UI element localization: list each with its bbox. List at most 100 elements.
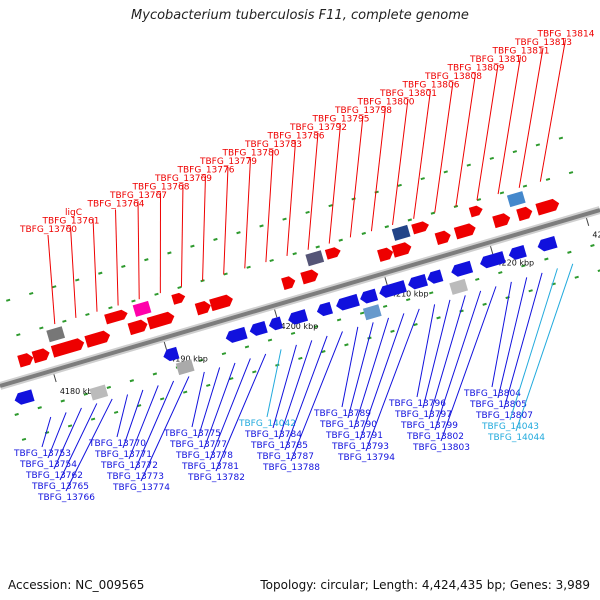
gene-label-bottom: TBFG_13793 xyxy=(331,442,389,452)
track-dot-3 xyxy=(466,163,471,167)
callout-line-top xyxy=(180,183,184,287)
gene-label-top: TBFG_13801 xyxy=(379,89,437,99)
feature-block-7 xyxy=(449,278,469,295)
tick-label: 4200 kbp xyxy=(281,322,319,331)
gene-label-bottom: TBFG_13777 xyxy=(169,440,227,450)
gene-label-bottom: TBFG_13771 xyxy=(94,450,152,460)
callout-line-bottom xyxy=(353,317,390,430)
track-dot-3 xyxy=(420,177,425,181)
callout-line-top xyxy=(286,141,296,256)
callout-line-bottom xyxy=(497,277,528,399)
track-dot-1 xyxy=(313,325,319,329)
track-dot-3 xyxy=(397,183,402,187)
gene-label-bottom: TBFG_13773 xyxy=(106,472,164,482)
track-dot-1 xyxy=(14,412,19,416)
callout-line-top xyxy=(539,39,566,182)
gene-label-top: TBFG_13795 xyxy=(312,115,370,125)
callout-line-bottom xyxy=(359,313,405,441)
forward-gene-11 xyxy=(391,242,412,258)
tick-mark xyxy=(490,246,494,255)
feature-block-1 xyxy=(89,384,109,401)
gene-label-top: TBFG_13810 xyxy=(469,55,527,65)
track-dot-2 xyxy=(246,265,251,269)
track-dot-0 xyxy=(206,383,211,387)
callout-line-top xyxy=(307,132,319,250)
track-dot-3 xyxy=(305,210,310,214)
gene-label-bottom: TBFG_13770 xyxy=(88,439,146,449)
reverse-gene-9 xyxy=(379,280,407,298)
track-dot-2 xyxy=(39,326,44,330)
callout-line-bottom xyxy=(203,362,236,450)
track-dot-2 xyxy=(131,299,136,303)
gene-label-top: TBFG_13780 xyxy=(222,149,280,159)
gene-label-top: TBFG_13809 xyxy=(447,64,505,74)
callout-line-bottom xyxy=(41,416,52,448)
gene-label-bottom: TBFG_13791 xyxy=(325,431,383,441)
track-dot-0 xyxy=(183,390,188,394)
callout-line-bottom xyxy=(140,376,190,482)
track-dot-0 xyxy=(159,397,165,401)
reverse-gene-0 xyxy=(14,389,35,405)
gene-label-bottom: TBFG_13796 xyxy=(388,399,446,409)
callout-line-bottom xyxy=(266,349,282,418)
callout-line-bottom xyxy=(434,290,482,431)
track-dot-0 xyxy=(229,377,234,381)
callout-line-bottom xyxy=(278,340,313,440)
callout-line-bottom xyxy=(440,286,497,442)
track-dot-0 xyxy=(321,350,326,354)
gene-label-bottom: TBFG_14042 xyxy=(238,419,296,429)
track-dot-3 xyxy=(512,150,518,154)
gene-label-bottom: TBFG_13775 xyxy=(163,429,221,439)
track-dot-2 xyxy=(223,272,228,276)
forward-gene-upper-0 xyxy=(104,309,128,325)
forward-gene-9 xyxy=(300,269,319,285)
track-dot-1 xyxy=(544,257,549,261)
track-dot-2 xyxy=(568,171,574,175)
gene-label-bottom: TBFG_13785 xyxy=(250,441,308,451)
forward-gene-10 xyxy=(377,247,394,262)
feature-block-2 xyxy=(132,300,152,317)
track-dot-2 xyxy=(384,225,389,229)
gene-label-top: TBFG_13761 xyxy=(42,217,100,227)
callout-line-top xyxy=(434,81,454,213)
gene-label-bottom: TBFG_13766 xyxy=(37,493,95,503)
accession-text: Accession: NC_009565 xyxy=(8,578,145,592)
tick-label: 4210 kbp xyxy=(391,290,429,299)
track-dot-3 xyxy=(75,278,80,282)
reverse-gene-8 xyxy=(360,288,379,304)
forward-gene-13 xyxy=(453,223,476,240)
reverse-gene-15 xyxy=(537,235,558,252)
callout-line-bottom xyxy=(341,326,359,408)
track-dot-1 xyxy=(567,250,572,254)
track-dot-2 xyxy=(62,319,67,323)
gene-label-top: TBFG_13813 xyxy=(514,38,572,48)
track-dot-2 xyxy=(154,292,159,296)
tick-mark xyxy=(384,277,388,286)
track-dot-2 xyxy=(269,258,274,262)
callout-line-top xyxy=(455,73,476,207)
track-dot-0 xyxy=(113,410,119,414)
genome-title: Mycobacterium tuberculosis F11, complete… xyxy=(131,8,469,23)
track-dot-0 xyxy=(413,323,418,327)
track-dot-1 xyxy=(60,399,65,403)
track-dot-3 xyxy=(351,197,356,201)
track-dot-1 xyxy=(405,298,411,302)
track-dot-3 xyxy=(282,217,287,221)
callout-line-bottom xyxy=(272,344,297,429)
track-dot-1 xyxy=(475,277,480,281)
reverse-gene-3 xyxy=(249,320,268,336)
reverse-gene-1 xyxy=(163,346,180,362)
forward-gene-4 xyxy=(127,319,148,336)
gene-label-bottom: TBFG_14044 xyxy=(487,433,545,443)
tick-mark xyxy=(274,309,278,318)
feature-block-6 xyxy=(391,224,411,241)
track-dot-2 xyxy=(407,218,413,222)
track-dot-3 xyxy=(489,156,495,160)
callout-line-bottom xyxy=(290,331,343,462)
callout-line-top xyxy=(92,217,98,312)
gene-label-top: ligC xyxy=(65,208,82,218)
track-dot-1 xyxy=(521,264,526,268)
gene-label-bottom: TBFG_13753 xyxy=(13,449,71,459)
track-dot-2 xyxy=(85,312,90,317)
gene-label-top: TBFG_13768 xyxy=(132,183,190,193)
